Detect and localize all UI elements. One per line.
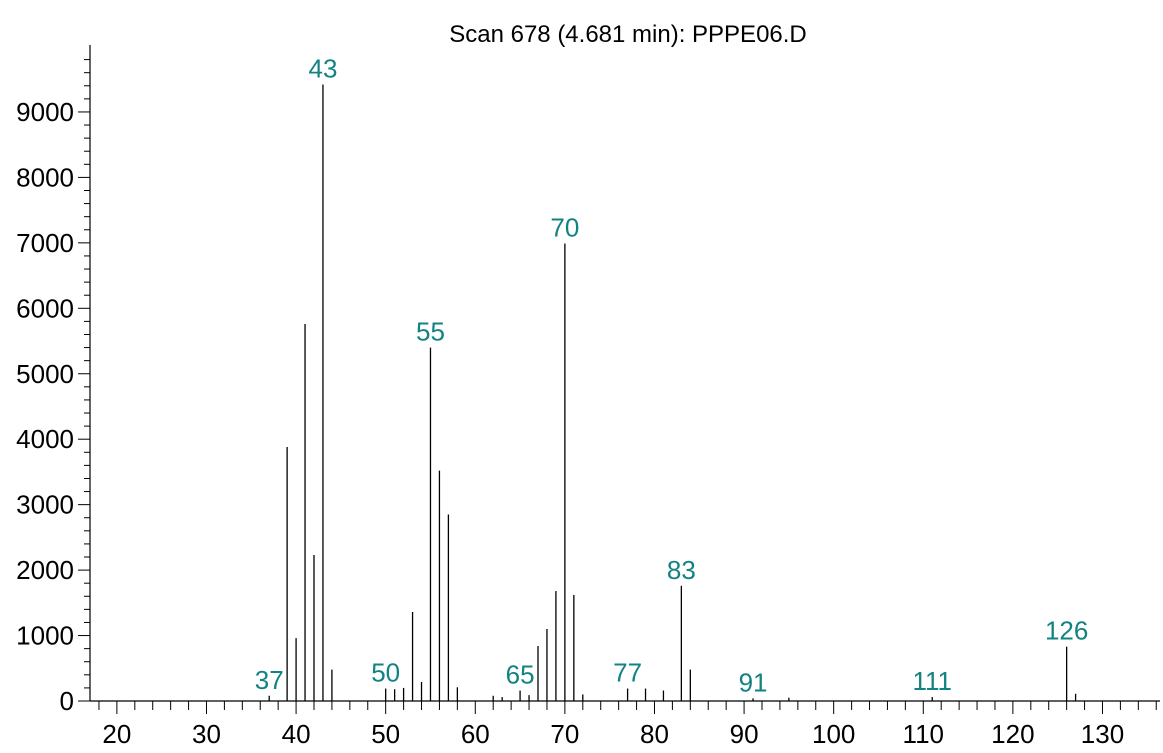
y-tick-label: 2000 — [16, 555, 74, 585]
axes — [89, 45, 1160, 702]
x-tick-label: 120 — [991, 719, 1034, 749]
y-axis-ticks: 0 1000 2000 3000 4000 5000 6000 7000 8000 9000 — [16, 59, 90, 716]
x-tick-label: 20 — [102, 719, 131, 749]
peak-bars — [268, 84, 1077, 701]
y-tick-label: 1000 — [16, 621, 74, 651]
x-tick-label: 100 — [812, 719, 855, 749]
chart-title: Scan 678 (4.681 min): PPPE06.D — [449, 21, 807, 48]
peak-label: 126 — [1045, 616, 1088, 646]
x-tick-label: 30 — [192, 719, 221, 749]
x-tick-label: 60 — [461, 719, 490, 749]
x-tick-label: 80 — [640, 719, 669, 749]
x-tick-label: 130 — [1081, 719, 1124, 749]
y-tick-label: 4000 — [16, 424, 74, 454]
x-tick-label: 70 — [550, 719, 579, 749]
peak-label: 77 — [613, 658, 642, 688]
y-tick-label: 8000 — [16, 162, 74, 192]
x-axis-ticks: 20 30 40 50 60 70 80 90 100 110 120 130 — [98, 701, 1157, 749]
y-tick-label: 5000 — [16, 359, 74, 389]
peak-label: 50 — [371, 658, 400, 688]
x-tick-label: 90 — [730, 719, 759, 749]
peak-label: 70 — [550, 213, 579, 243]
y-tick-label: 0 — [60, 686, 74, 716]
y-tick-label: 6000 — [16, 293, 74, 323]
x-tick-label: 40 — [282, 719, 311, 749]
y-tick-label: 7000 — [16, 228, 74, 258]
peak-label: 43 — [308, 53, 337, 83]
peak-label: 111 — [912, 666, 952, 696]
peak-label: 91 — [739, 667, 768, 697]
x-tick-label: 50 — [371, 719, 400, 749]
peak-labels: 37 43 50 55 65 70 77 83 91 111 126 — [255, 53, 1089, 697]
x-tick-label: 110 — [903, 719, 944, 749]
peak-label: 65 — [506, 660, 535, 690]
peak-label: 37 — [255, 665, 284, 695]
y-tick-label: 3000 — [16, 490, 74, 520]
peak-label: 55 — [416, 317, 445, 347]
y-tick-label: 9000 — [16, 97, 74, 127]
peak-label: 83 — [667, 555, 696, 585]
